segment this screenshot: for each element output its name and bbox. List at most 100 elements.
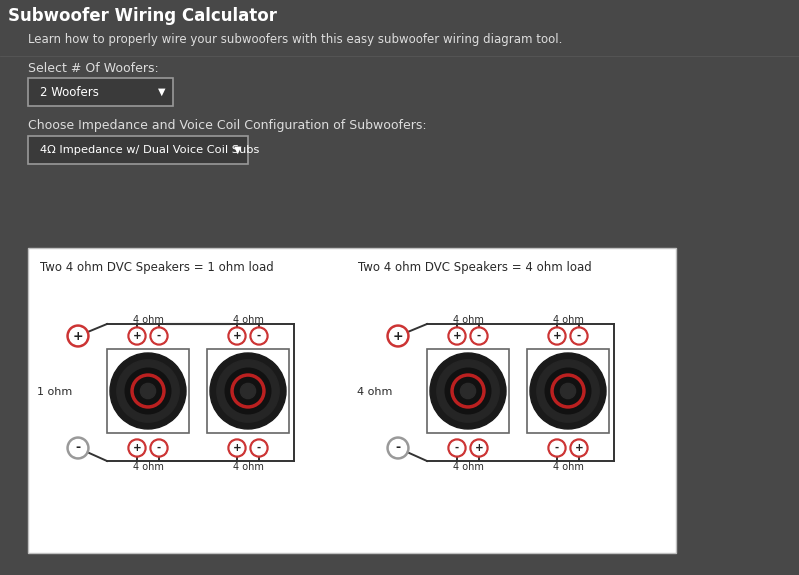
Text: 4 ohm: 4 ohm (233, 315, 264, 325)
Text: ▼: ▼ (234, 145, 242, 155)
Text: 4 ohm: 4 ohm (133, 462, 164, 472)
Text: Choose Impedance and Voice Coil Configuration of Subwoofers:: Choose Impedance and Voice Coil Configur… (28, 120, 427, 132)
Circle shape (150, 327, 168, 345)
Text: -: - (477, 331, 481, 341)
Text: +: + (452, 331, 461, 341)
Circle shape (250, 327, 268, 345)
Circle shape (387, 437, 409, 459)
Text: Learn how to properly wire your subwoofers with this easy subwoofer wiring diagr: Learn how to properly wire your subwoofe… (28, 33, 562, 47)
Text: +: + (392, 329, 403, 343)
Circle shape (448, 327, 466, 345)
Text: +: + (73, 329, 83, 343)
Text: +: + (574, 443, 583, 453)
Circle shape (472, 441, 486, 455)
Circle shape (210, 353, 286, 429)
Circle shape (130, 329, 144, 343)
Circle shape (548, 327, 566, 345)
Text: 2 Woofers: 2 Woofers (40, 86, 99, 98)
Circle shape (70, 328, 86, 344)
Circle shape (252, 329, 266, 343)
Text: -: - (396, 442, 400, 454)
Text: ▼: ▼ (158, 87, 165, 97)
FancyBboxPatch shape (28, 248, 676, 553)
Text: -: - (256, 331, 261, 341)
Circle shape (152, 441, 166, 455)
Circle shape (228, 327, 246, 345)
Circle shape (67, 437, 89, 459)
Text: +: + (233, 331, 241, 341)
Circle shape (110, 353, 186, 429)
Circle shape (437, 360, 499, 422)
Circle shape (548, 439, 566, 457)
Circle shape (387, 325, 409, 347)
Circle shape (551, 329, 564, 343)
Circle shape (570, 439, 588, 457)
FancyBboxPatch shape (28, 136, 248, 164)
Circle shape (230, 329, 244, 343)
Circle shape (572, 329, 586, 343)
FancyBboxPatch shape (28, 78, 173, 106)
Circle shape (217, 360, 279, 422)
Circle shape (445, 368, 491, 414)
Text: -: - (455, 443, 459, 453)
Circle shape (551, 441, 564, 455)
Text: Select # Of Woofers:: Select # Of Woofers: (28, 62, 159, 75)
Circle shape (250, 439, 268, 457)
Text: -: - (256, 443, 261, 453)
Text: 4 ohm: 4 ohm (233, 462, 264, 472)
Circle shape (228, 439, 246, 457)
Text: -: - (157, 331, 161, 341)
Circle shape (225, 368, 271, 414)
Text: 4 ohm: 4 ohm (133, 315, 164, 325)
Circle shape (470, 439, 488, 457)
Circle shape (70, 439, 86, 457)
Circle shape (152, 329, 166, 343)
Circle shape (430, 353, 506, 429)
Text: +: + (233, 443, 241, 453)
Circle shape (128, 327, 146, 345)
Text: Two 4 ohm DVC Speakers = 1 ohm load: Two 4 ohm DVC Speakers = 1 ohm load (40, 262, 274, 274)
Circle shape (125, 368, 171, 414)
Circle shape (450, 329, 463, 343)
Text: -: - (157, 443, 161, 453)
Circle shape (150, 439, 168, 457)
Circle shape (537, 360, 599, 422)
Text: +: + (133, 443, 141, 453)
Text: +: + (553, 331, 562, 341)
Text: -: - (75, 442, 81, 454)
Text: +: + (133, 331, 141, 341)
Circle shape (572, 441, 586, 455)
Circle shape (130, 441, 144, 455)
Text: 4 ohm: 4 ohm (553, 315, 583, 325)
Circle shape (230, 441, 244, 455)
Text: 4 ohm: 4 ohm (357, 387, 392, 397)
FancyBboxPatch shape (0, 0, 799, 248)
Circle shape (389, 328, 407, 344)
Circle shape (470, 327, 488, 345)
Text: +: + (475, 443, 483, 453)
Circle shape (570, 327, 588, 345)
Circle shape (450, 441, 463, 455)
Circle shape (389, 439, 407, 457)
Circle shape (67, 325, 89, 347)
Circle shape (472, 329, 486, 343)
Circle shape (117, 360, 179, 422)
Circle shape (141, 384, 156, 398)
Circle shape (460, 384, 475, 398)
Circle shape (240, 384, 256, 398)
Text: Two 4 ohm DVC Speakers = 4 ohm load: Two 4 ohm DVC Speakers = 4 ohm load (358, 262, 592, 274)
Circle shape (252, 441, 266, 455)
Text: Subwoofer Wiring Calculator: Subwoofer Wiring Calculator (8, 7, 277, 25)
Circle shape (530, 353, 606, 429)
Text: 4Ω Impedance w/ Dual Voice Coil Subs: 4Ω Impedance w/ Dual Voice Coil Subs (40, 145, 260, 155)
Circle shape (448, 439, 466, 457)
Circle shape (128, 439, 146, 457)
Text: 4 ohm: 4 ohm (452, 315, 483, 325)
Text: 4 ohm: 4 ohm (553, 462, 583, 472)
Text: 4 ohm: 4 ohm (452, 462, 483, 472)
Circle shape (560, 384, 575, 398)
Text: -: - (577, 331, 581, 341)
Text: -: - (555, 443, 559, 453)
Circle shape (545, 368, 590, 414)
Text: 1 ohm: 1 ohm (38, 387, 73, 397)
